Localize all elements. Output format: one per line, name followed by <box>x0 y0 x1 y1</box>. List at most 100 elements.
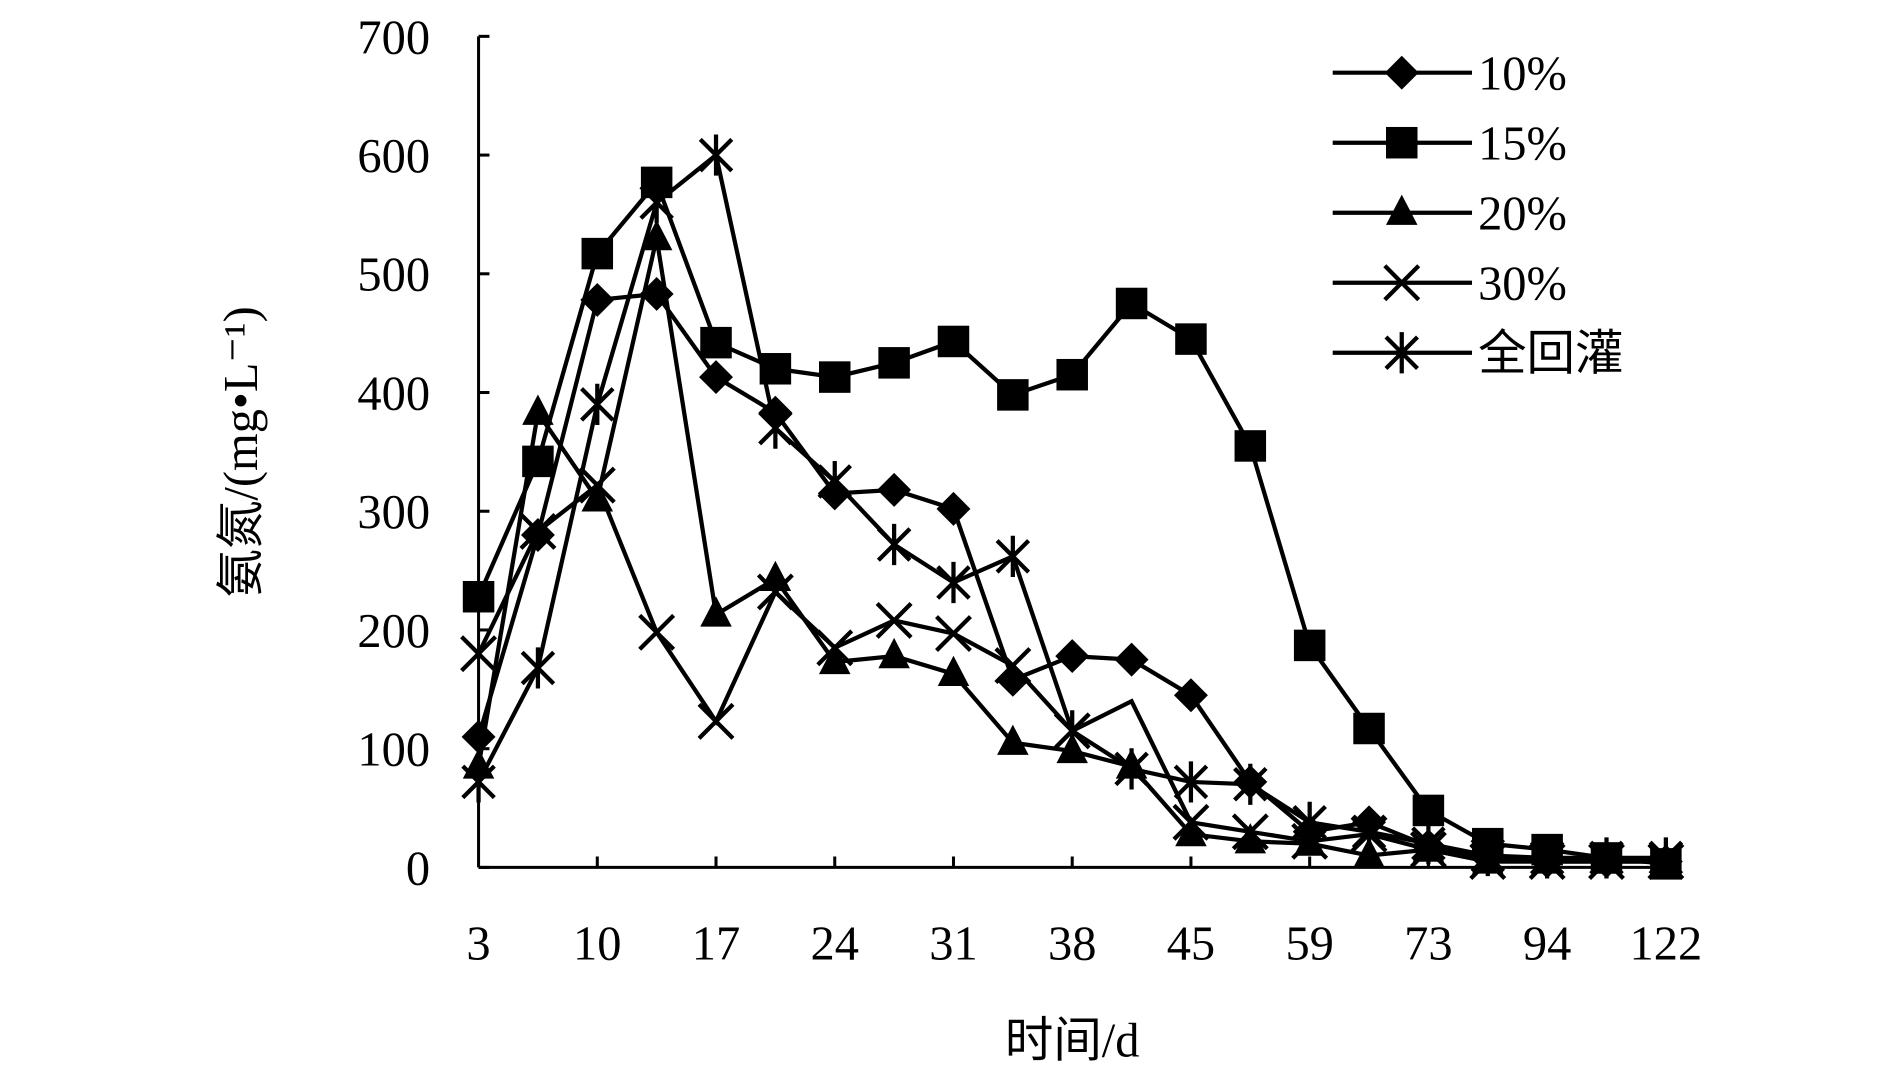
x-tick-label: 45 <box>1167 917 1215 970</box>
asterisk-marker <box>1173 761 1209 803</box>
asterisk-marker <box>1351 811 1387 853</box>
x-marker <box>1172 803 1210 841</box>
square-marker <box>1175 323 1207 355</box>
asterisk-marker <box>758 407 793 449</box>
asterisk-marker <box>1114 748 1149 790</box>
triangle-marker <box>522 394 554 425</box>
x-marker <box>935 615 972 652</box>
diamond-marker <box>1055 639 1090 674</box>
square-marker <box>1353 712 1385 745</box>
series-group <box>460 134 1685 880</box>
y-tick-label: 400 <box>357 367 430 420</box>
diamond-marker <box>1173 678 1208 713</box>
legend: 10% 15% 20% 30% 全回灌 <box>1332 48 1623 381</box>
diamond-marker <box>699 360 733 395</box>
axes: 0 100 200 300 400 500 600 700 3 10 17 24 31 38 45 59 73 9… <box>357 11 1702 970</box>
square-marker <box>462 580 495 613</box>
x-marker <box>519 512 557 550</box>
x-tick-label: 17 <box>692 917 740 970</box>
triangle-marker <box>997 724 1029 755</box>
legend-item: 30% <box>1332 258 1567 311</box>
triangle-marker <box>1386 194 1418 225</box>
x-tick-label: 38 <box>1048 917 1096 970</box>
square-marker <box>1115 287 1148 320</box>
asterisk-marker <box>1054 710 1090 752</box>
square-marker <box>819 361 851 393</box>
x-marker <box>816 629 854 667</box>
asterisk-marker <box>1292 801 1327 843</box>
triangle-marker <box>937 655 970 687</box>
square-marker <box>581 237 614 270</box>
legend-label: 30% <box>1478 258 1567 311</box>
legend-item: 20% <box>1332 188 1567 241</box>
asterisk-marker <box>698 134 734 176</box>
diamond-marker <box>1384 55 1419 90</box>
square-marker <box>1293 629 1326 662</box>
square-marker <box>937 325 970 358</box>
x-tick-label: 3 <box>466 917 490 970</box>
x-marker <box>1231 813 1269 851</box>
legend-label: 20% <box>1478 188 1567 241</box>
x-marker <box>875 602 913 639</box>
y-tick-label: 500 <box>357 249 430 302</box>
x-tick-label: 24 <box>811 917 859 970</box>
series-2 <box>462 220 1682 874</box>
triangle-marker <box>878 637 910 669</box>
triangle-marker <box>1175 816 1207 847</box>
x-tick-label: 73 <box>1404 917 1452 970</box>
square-marker <box>1234 430 1267 462</box>
square-marker <box>1412 794 1445 827</box>
diamond-marker <box>580 282 615 317</box>
x-tick-label: 59 <box>1285 917 1333 970</box>
triangle-marker <box>1353 837 1385 868</box>
asterisk-marker <box>1589 837 1624 879</box>
asterisk-marker <box>520 647 556 689</box>
asterisk-marker <box>1411 823 1446 865</box>
triangle-marker <box>700 596 732 627</box>
x-marker <box>460 635 498 673</box>
square-marker <box>1056 358 1088 391</box>
legend-item: 全回灌 <box>1332 327 1623 381</box>
asterisk-marker <box>995 535 1031 577</box>
x-axis-label: 时间/d <box>1005 1014 1140 1067</box>
square-marker <box>700 326 732 359</box>
asterisk-marker <box>1233 763 1268 805</box>
series-4 <box>461 134 1684 879</box>
asterisk-marker <box>1384 332 1419 374</box>
y-axis-label: 氨氮/(mg•L⁻¹) <box>215 306 268 597</box>
diamond-marker <box>877 472 912 507</box>
asterisk-marker <box>1529 837 1565 879</box>
y-tick-label: 600 <box>357 130 430 183</box>
triangle-marker <box>640 220 673 251</box>
diamond-marker <box>936 491 971 526</box>
x-tick-label: 122 <box>1630 917 1703 970</box>
legend-label: 15% <box>1478 118 1567 171</box>
diamond-marker <box>1114 642 1149 677</box>
x-tick-label: 10 <box>573 917 621 970</box>
legend-label: 全回灌 <box>1478 327 1623 381</box>
asterisk-marker <box>461 761 496 803</box>
x-marker <box>578 466 616 504</box>
triangle-marker <box>819 643 851 675</box>
asterisk-marker <box>1648 837 1684 879</box>
y-tick-label: 700 <box>357 11 430 64</box>
asterisk-marker <box>817 460 852 503</box>
y-tick-label: 0 <box>406 842 430 895</box>
asterisk-marker <box>936 561 971 604</box>
y-tick-label: 300 <box>357 486 430 539</box>
x-marker <box>638 613 676 651</box>
triangle-marker <box>759 560 792 592</box>
legend-item: 10% <box>1332 48 1567 101</box>
series-line <box>476 481 1666 864</box>
asterisk-marker <box>876 523 912 566</box>
asterisk-marker <box>639 181 674 224</box>
x-marker <box>697 702 735 740</box>
x-marker <box>994 647 1032 685</box>
square-marker <box>1386 126 1418 159</box>
x-tick-label: 31 <box>929 917 977 970</box>
x-tick-label: 94 <box>1523 917 1571 970</box>
asterisk-marker <box>580 383 615 425</box>
series-3 <box>460 466 1685 880</box>
legend-label: 10% <box>1478 48 1567 101</box>
